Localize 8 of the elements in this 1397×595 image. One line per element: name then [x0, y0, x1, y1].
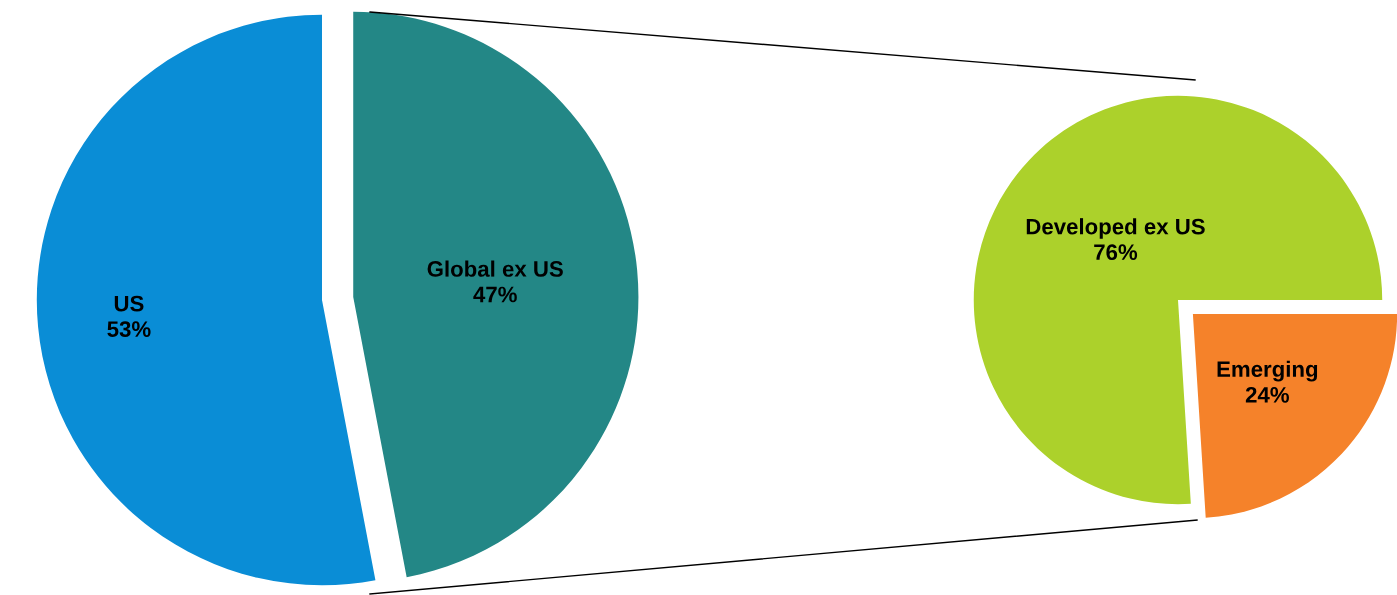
- slice-label: Developed ex US: [1026, 218, 1205, 239]
- data-label: 76%: [1094, 244, 1138, 261]
- data-label: 24%: [1245, 386, 1289, 403]
- slice-label: Emerging: [1217, 360, 1318, 382]
- data-label: 47%: [473, 286, 517, 303]
- data-label: 53%: [107, 321, 151, 338]
- slice-label: US: [114, 295, 144, 312]
- slice-label: Global ex US: [427, 260, 563, 277]
